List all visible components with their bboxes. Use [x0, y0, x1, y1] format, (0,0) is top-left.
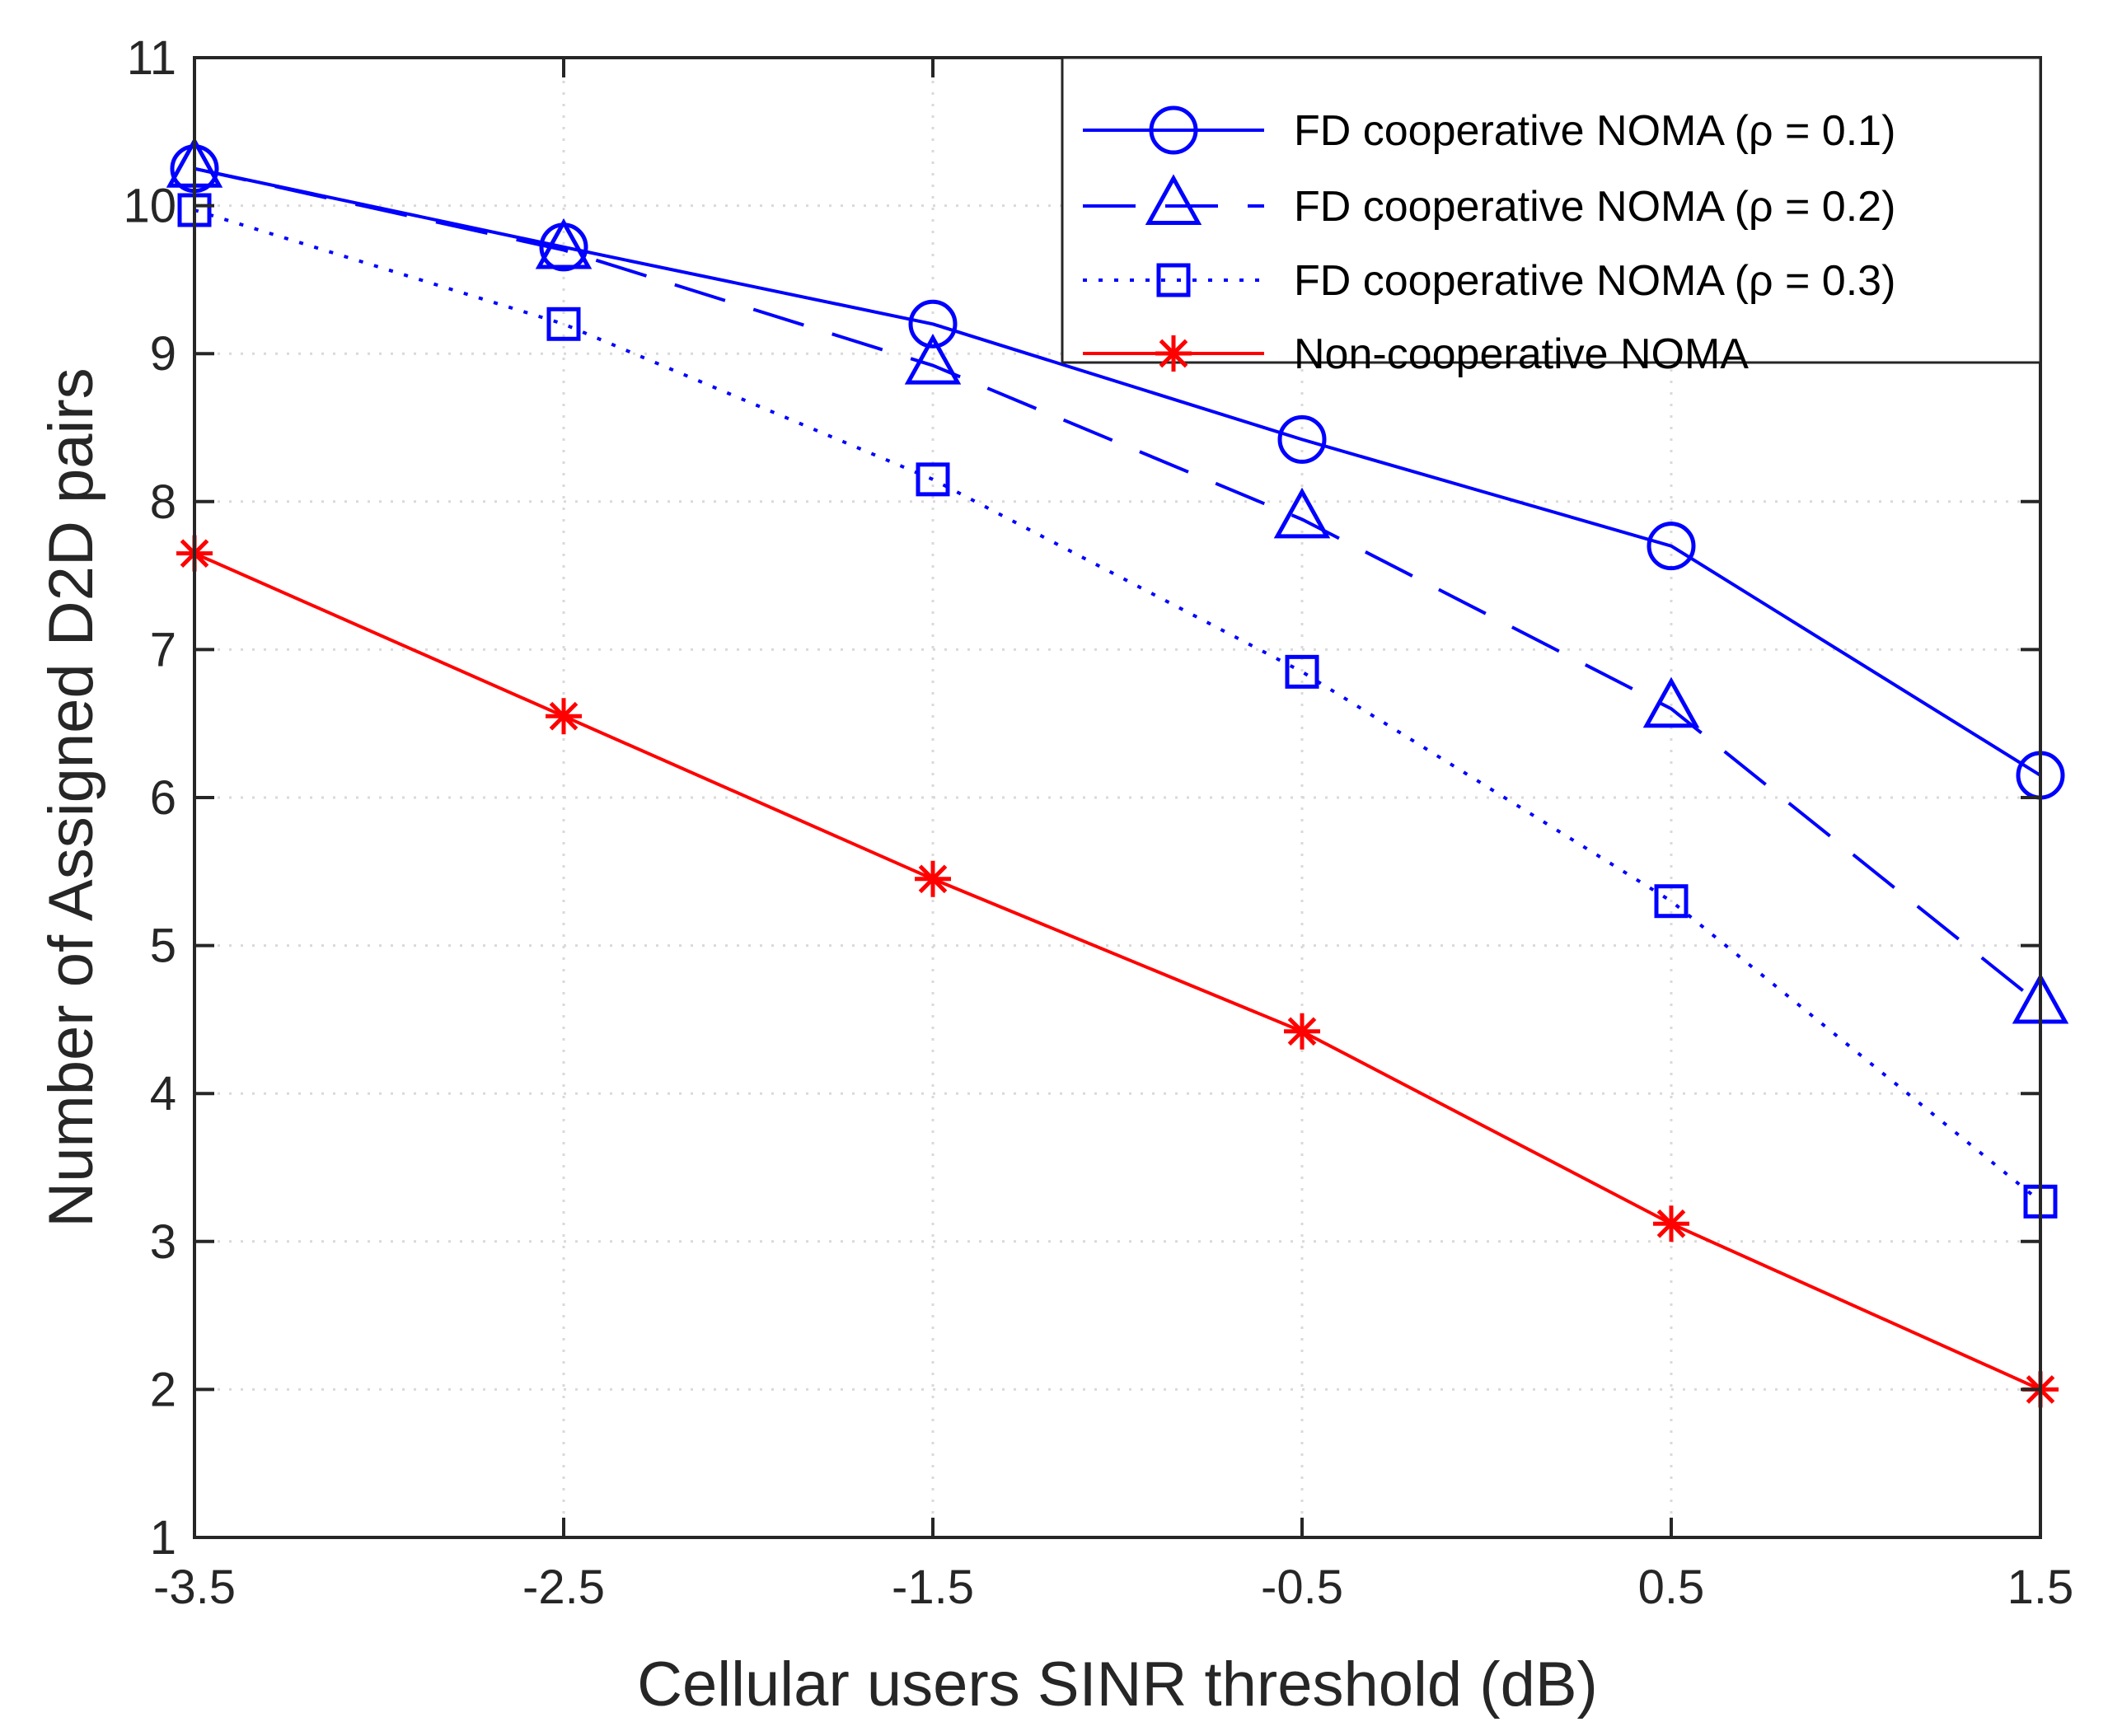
- x-axis-label: Cellular users SINR threshold (dB): [637, 1649, 1598, 1720]
- series-1-line: [194, 166, 2042, 777]
- asterisk-stroke: [1287, 1017, 1317, 1046]
- x-tick-label: 1.5: [2007, 1561, 2074, 1614]
- y-tick-label: 2: [150, 1363, 176, 1416]
- legend-label: Non-cooperative NOMA: [1294, 330, 1749, 378]
- x-tick-label: -2.5: [522, 1561, 605, 1614]
- series-1-point: [1277, 414, 1327, 464]
- asterisk-stroke: [549, 701, 579, 731]
- series-1-point: [908, 299, 958, 349]
- series-2-point: [904, 333, 962, 385]
- y-tick-label: 4: [150, 1067, 176, 1121]
- x-tick-label: -0.5: [1261, 1561, 1343, 1614]
- y-tick-label: 6: [150, 771, 176, 825]
- series-3-point: [1285, 654, 1319, 689]
- x-tick-label: 0.5: [1638, 1561, 1705, 1614]
- series-4-point: [915, 860, 951, 897]
- legend-marker: [1145, 174, 1202, 226]
- y-tick-label: 10: [123, 180, 176, 233]
- y-tick-label: 7: [150, 623, 176, 676]
- x-tick-label: -1.5: [892, 1561, 974, 1614]
- y-tick-label: 8: [150, 475, 176, 529]
- legend-entry-3: FD cooperative NOMA (ρ = 0.3): [1083, 257, 1895, 305]
- asterisk-stroke: [1656, 1209, 1686, 1238]
- y-tick-label: 11: [127, 31, 176, 85]
- series-2-point: [1642, 676, 1700, 728]
- legend-marker: [1149, 105, 1198, 155]
- y-tick-label: 5: [150, 919, 176, 973]
- series-4-point: [546, 698, 582, 735]
- legend-label: FD cooperative NOMA (ρ = 0.1): [1294, 107, 1895, 155]
- series-3-point: [1654, 884, 1689, 919]
- y-axis-label: Number of Assigned D2D pairs: [36, 367, 106, 1227]
- series-2-point: [535, 218, 593, 269]
- legend-entry-4: Non-cooperative NOMA: [1083, 330, 1749, 378]
- tick-labels: -3.5 -2.5 -1.5 -0.5 0.5 1.5 1 2 3 4 5 6 7 8 9 10 11: [123, 31, 2073, 1614]
- series-2-line: [194, 166, 2042, 1007]
- series-3-point: [546, 306, 581, 341]
- legend-box: [1061, 56, 2042, 364]
- y-tick-label: 9: [150, 327, 176, 381]
- series-4-line: [194, 551, 2041, 1392]
- series-1-point: [1647, 522, 1696, 571]
- legend-marker: [1156, 263, 1191, 297]
- series-3-point: [916, 462, 950, 497]
- series-2-point: [1273, 487, 1331, 539]
- y-tick-label: 3: [150, 1215, 176, 1269]
- series-4-point: [1284, 1013, 1320, 1050]
- legend-entry-1: FD cooperative NOMA (ρ = 0.1): [1083, 105, 1895, 155]
- series-4-point: [1653, 1205, 1689, 1242]
- legend: FD cooperative NOMA (ρ = 0.1) FD cooperat…: [1061, 56, 2042, 378]
- legend-marker: [1155, 335, 1192, 372]
- x-tick-label: -3.5: [153, 1561, 236, 1614]
- y-tick-label: 1: [150, 1511, 176, 1565]
- asterisk-stroke: [918, 864, 948, 894]
- legend-entry-2: FD cooperative NOMA (ρ = 0.2): [1083, 174, 1895, 231]
- legend-label: FD cooperative NOMA (ρ = 0.2): [1294, 183, 1895, 231]
- legend-label: FD cooperative NOMA (ρ = 0.3): [1294, 257, 1895, 305]
- asterisk-stroke: [1159, 339, 1188, 368]
